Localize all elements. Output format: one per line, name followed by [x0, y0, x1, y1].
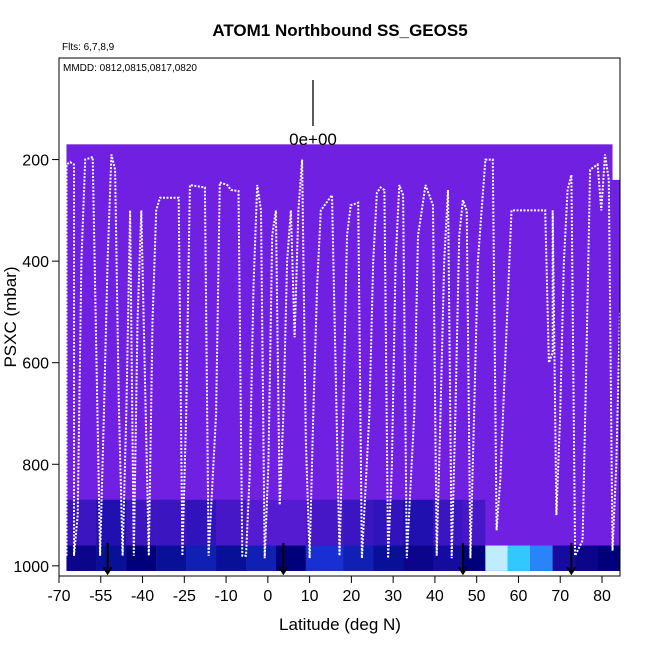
heatmap-cell [485, 545, 508, 571]
heatmap-cell [246, 545, 276, 571]
x-tick-label: 70 [551, 588, 569, 605]
heatmap-cell [575, 545, 598, 571]
heatmap-cell [96, 545, 127, 571]
surface-marker-arrowhead [102, 566, 113, 576]
y-tick-label: 800 [22, 457, 49, 474]
x-tick-label: 0 [263, 588, 272, 605]
heatmap-cell [126, 545, 157, 571]
x-tick-label: 20 [342, 588, 360, 605]
heatmap-cell [507, 545, 531, 571]
x-tick-label: -40 [131, 588, 154, 605]
y-tick-label: 1000 [13, 559, 49, 576]
x-tick-label: 10 [301, 588, 319, 605]
heatmap-cell [403, 499, 433, 546]
heatmap-cell [305, 499, 344, 546]
heatmap-cell [216, 545, 246, 571]
x-tick-label: -10 [215, 588, 238, 605]
surface-marker-arrowhead [566, 566, 577, 576]
heatmap-cell [462, 545, 486, 571]
heatmap-cell [126, 499, 157, 546]
heatmap-cell [530, 545, 553, 571]
heatmap-cell [186, 545, 217, 571]
y-tick-label: 400 [22, 254, 49, 271]
x-tick-label: 80 [593, 588, 611, 605]
legend-value: 0e+00 [289, 130, 337, 149]
plot-area [65, 144, 621, 576]
heatmap-cell [275, 499, 306, 546]
x-tick-label: 40 [426, 588, 444, 605]
x-tick-label: 50 [468, 588, 486, 605]
heatmap-fill-edge [612, 179, 620, 571]
heatmap-cell [552, 545, 576, 571]
x-tick-label: -70 [47, 588, 70, 605]
x-tick-label: 60 [510, 588, 528, 605]
y-axis-label: PSXC (mbar) [1, 266, 20, 367]
x-axis-label: Latitude (deg N) [279, 615, 401, 634]
x-axis: -70 -55 -40 -25 -10 0 10 20 30 40 50 60 70 80 [47, 575, 620, 605]
heatmap-cell [305, 545, 344, 571]
heatmap-cell [216, 499, 246, 546]
heatmap-cell [66, 499, 97, 546]
y-tick-label: 200 [22, 153, 49, 170]
heatmap-cell [246, 499, 276, 546]
heatmap-cell [343, 499, 374, 546]
surface-marker-arrowhead [458, 566, 468, 576]
heatmap-cell [156, 545, 187, 571]
heatmap-cell [597, 545, 620, 571]
chart-annotation: MMDD: 0812,0815,0817,0820 [63, 63, 197, 74]
y-axis: 200 400 600 800 1000 [13, 153, 60, 576]
chart-subtitle: Flts: 6,7,8,9 [62, 42, 115, 53]
chart-title: ATOM1 Northbound SS_GEOS5 [212, 21, 467, 40]
x-tick-label: 30 [384, 588, 402, 605]
x-tick-label: -25 [173, 588, 196, 605]
heatmap-cell [403, 545, 433, 571]
y-tick-label: 600 [22, 356, 49, 373]
heatmap-cell [275, 545, 306, 571]
heatmap-cell [343, 545, 374, 571]
heatmap-cell [433, 545, 463, 571]
heatmap-cell [462, 499, 486, 546]
heatmap-cell [66, 545, 97, 571]
surface-marker-arrowhead [278, 566, 289, 576]
x-tick-label: -55 [89, 588, 112, 605]
